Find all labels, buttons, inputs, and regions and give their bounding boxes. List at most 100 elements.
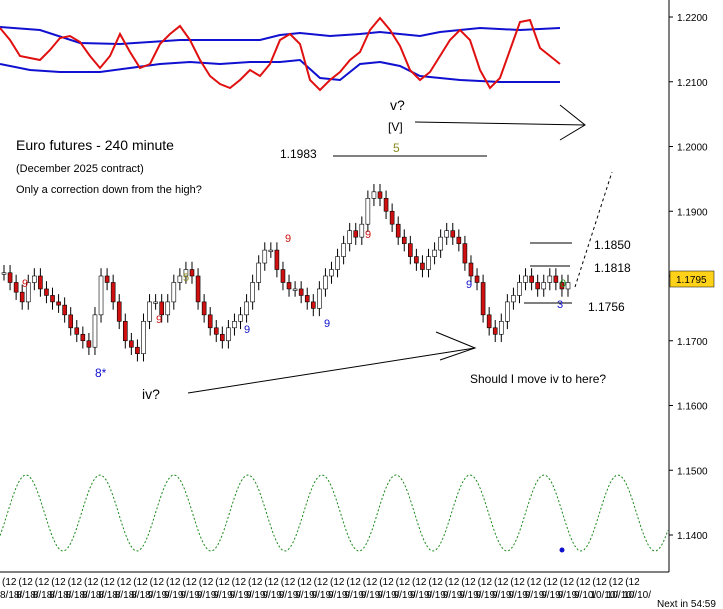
x-tick-label-top: (12 <box>232 577 247 588</box>
current-price-label: 1.1795 <box>676 275 707 286</box>
count-0: 0 <box>560 278 566 290</box>
count-9-a: 9 <box>22 278 28 290</box>
x-tick-label-top: (12 <box>150 577 165 588</box>
x-tick-label-date: 10/10/ <box>607 590 635 601</box>
candle-body <box>438 236 443 251</box>
candle-body <box>201 301 207 316</box>
x-tick-label-top: (12 <box>428 577 443 588</box>
candle-body <box>559 282 565 290</box>
y-tick-label: 1.1900 <box>677 207 708 218</box>
x-tick-label-top: (12 <box>281 577 296 588</box>
count-5-left: 5 <box>183 272 189 284</box>
candle-body <box>541 282 547 290</box>
annotation-move-iv: Should I move iv to here? <box>470 372 606 386</box>
candle-body <box>177 275 183 283</box>
candle-body <box>268 249 274 252</box>
wave-label-v: v? <box>390 97 405 113</box>
count-9-b: 9 <box>156 314 162 326</box>
candle-body <box>98 275 104 316</box>
countdown-label: Next in 54:59 <box>657 599 716 609</box>
y-axis-ticks: 1.22001.21001.20001.19001.18001.17001.16… <box>669 13 708 542</box>
x-tick-label-date: 10/10/ <box>590 590 618 601</box>
candle-body <box>238 314 243 322</box>
candle-body <box>329 269 334 277</box>
x-tick-label-date: 8/18/ <box>115 590 137 601</box>
candle-body <box>517 282 522 296</box>
x-tick-label-top: (12 <box>625 577 640 588</box>
x-tick-label-date: 9/19/ <box>328 590 350 601</box>
level-label-1818: 1.1818 <box>594 261 631 275</box>
wave-label-V-bracket: [V] <box>388 120 403 134</box>
candle-body <box>486 314 492 329</box>
candle-body <box>341 243 346 257</box>
x-tick-label-date: 9/19/ <box>197 590 219 601</box>
candle-body <box>511 295 516 303</box>
x-tick-label-top: (12 <box>560 577 575 588</box>
wave-label-8-star: 8* <box>95 366 107 380</box>
count-9-e: 9 <box>324 318 330 330</box>
candle-body <box>359 223 365 238</box>
candle-body <box>189 269 195 277</box>
candle-body <box>56 301 61 306</box>
x-tick-label-top: (12 <box>2 577 17 588</box>
wave-label-iv: iv? <box>142 386 160 402</box>
x-tick-label-date: 10/10/ <box>623 590 651 601</box>
candle-body <box>310 301 316 309</box>
candle-body <box>141 321 146 355</box>
candle-body <box>480 282 486 316</box>
x-tick-label-date: 9/19/ <box>230 590 252 601</box>
x-tick-label-date: 9/19/ <box>295 590 317 601</box>
candle-body <box>523 275 528 283</box>
candle-body <box>250 282 255 303</box>
x-tick-label-date: 9/19/ <box>443 590 465 601</box>
candle-body <box>432 249 437 257</box>
x-tick-label-date: 9/19/ <box>312 590 334 601</box>
x-tick-label-date: 8/18/ <box>33 590 55 601</box>
count-3: 3 <box>557 299 563 311</box>
candle-body <box>232 321 237 329</box>
x-tick-label-date: 8/18/ <box>49 590 71 601</box>
x-tick-label-top: (12 <box>543 577 558 588</box>
candle-body <box>456 236 462 244</box>
y-tick-label: 1.2200 <box>677 13 708 24</box>
x-tick-label-date: 8/18/ <box>98 590 120 601</box>
candle-body <box>220 333 225 342</box>
candle-body <box>414 256 419 264</box>
candle-body <box>207 314 213 329</box>
candle-body <box>347 230 352 244</box>
count-9-c: 9 <box>244 324 250 336</box>
y-tick-label: 1.1500 <box>677 466 708 477</box>
arrow-iv-shaft <box>187 347 476 394</box>
wave-label-5-top: 5 <box>393 141 400 155</box>
x-tick-label-top: (12 <box>182 577 197 588</box>
candle-body <box>104 275 110 283</box>
arrows <box>187 104 613 394</box>
candle-body <box>498 321 504 335</box>
candle-body <box>408 243 413 257</box>
candle-body <box>147 301 152 322</box>
projection-dashed <box>574 171 613 288</box>
candle-body <box>86 340 92 348</box>
candle-body <box>80 333 86 342</box>
chart-title: Euro futures - 240 minute <box>16 137 174 153</box>
x-tick-label-top: (12 <box>248 577 263 588</box>
candle-body <box>395 223 401 238</box>
y-tick-label: 1.1600 <box>677 402 708 413</box>
top-oscillator <box>0 16 561 92</box>
x-tick-label-top: (12 <box>117 577 132 588</box>
candle-body <box>298 288 304 296</box>
candle-body <box>19 291 25 303</box>
candle-body <box>553 275 559 283</box>
level-label-1983: 1.1983 <box>280 147 317 161</box>
candle-body <box>492 327 498 335</box>
count-9-g: 9 <box>466 279 472 291</box>
candle-body <box>226 327 231 342</box>
candle-body <box>462 243 468 264</box>
level-label-1756: 1.1756 <box>588 300 625 314</box>
x-tick-label-date: 9/19/ <box>541 590 563 601</box>
candle-body <box>213 327 219 335</box>
candle-body <box>420 262 425 270</box>
x-axis-ticks: (128/18/(128/18/(128/18/(128/18/(128/18/… <box>0 571 669 601</box>
candle-body <box>505 301 510 322</box>
